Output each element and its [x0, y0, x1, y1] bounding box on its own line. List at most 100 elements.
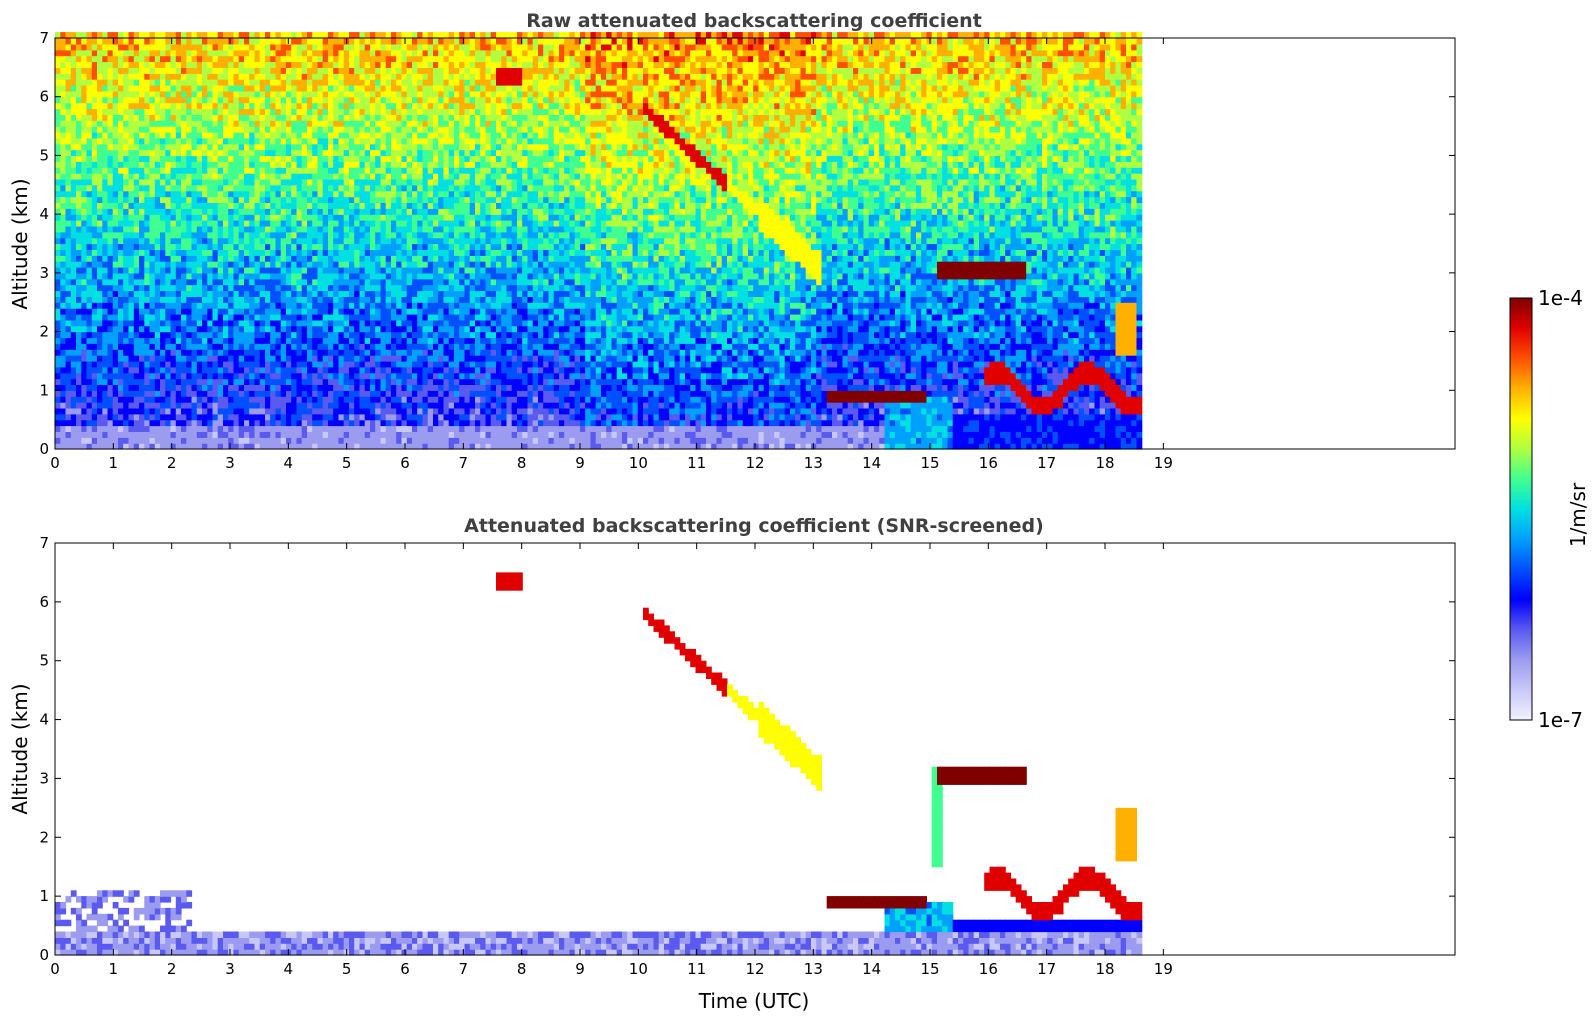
- heatmap-cell: [343, 419, 350, 427]
- heatmap-cell: [165, 243, 172, 250]
- heatmap-cell: [354, 149, 360, 157]
- heatmap-cell: [165, 378, 172, 385]
- heatmap-cell: [422, 413, 429, 421]
- heatmap-cell: [280, 372, 287, 380]
- heatmap-cell: [70, 32, 77, 39]
- heatmap-cell: [401, 272, 408, 280]
- heatmap-cell: [322, 214, 329, 221]
- heatmap-cell: [322, 149, 329, 157]
- heatmap-cell: [118, 38, 124, 45]
- heatmap-cell: [270, 102, 276, 110]
- heatmap-cell: [412, 167, 418, 174]
- heatmap-cell: [301, 308, 308, 315]
- heatmap-cell: [123, 302, 129, 309]
- heatmap-cell: [91, 390, 98, 397]
- heatmap-cell: [181, 225, 187, 233]
- heatmap-cell: [275, 120, 282, 127]
- heatmap-cell: [81, 225, 88, 233]
- heatmap-cell: [55, 396, 61, 403]
- heatmap-cell: [102, 355, 109, 362]
- heatmap-cell: [91, 161, 98, 168]
- heatmap-cell: [406, 90, 413, 98]
- heatmap-cell: [139, 437, 145, 444]
- heatmap-cell: [349, 290, 355, 297]
- heatmap-cell: [380, 390, 387, 397]
- heatmap-cell: [91, 108, 98, 115]
- heatmap-cell: [354, 325, 360, 333]
- heatmap-cell: [112, 407, 119, 415]
- heatmap-cell: [97, 161, 103, 168]
- heatmap-cell: [338, 267, 345, 274]
- heatmap-cell: [165, 366, 172, 374]
- heatmap-cell: [354, 184, 360, 192]
- heatmap-cell: [328, 431, 334, 438]
- heatmap-cell: [86, 278, 93, 286]
- heatmap-cell: [307, 155, 313, 162]
- heatmap-cell: [233, 243, 240, 250]
- heatmap-cell: [97, 67, 103, 74]
- heatmap-cell: [217, 419, 224, 427]
- heatmap-cell: [296, 202, 303, 209]
- heatmap-cell: [259, 96, 266, 104]
- heatmap-cell: [364, 85, 371, 92]
- heatmap-cell: [212, 178, 219, 186]
- heatmap-cell: [233, 372, 240, 380]
- heatmap-cell: [312, 73, 318, 80]
- heatmap-cell: [301, 85, 308, 92]
- heatmap-cell: [165, 314, 172, 321]
- heatmap-cell: [123, 32, 129, 39]
- heatmap-cell: [133, 143, 140, 151]
- heatmap-cell: [97, 131, 103, 139]
- heatmap-cell: [364, 237, 371, 245]
- heatmap-cell: [186, 202, 193, 209]
- heatmap-cell: [322, 67, 329, 74]
- heatmap-cell: [202, 314, 208, 321]
- heatmap-cell: [139, 67, 145, 74]
- heatmap-cell: [181, 173, 187, 180]
- heatmap-cell: [380, 290, 387, 297]
- heatmap-cell: [343, 61, 350, 68]
- heatmap-cell: [97, 443, 103, 450]
- heatmap-cell: [380, 155, 387, 162]
- heatmap-cell: [76, 255, 82, 262]
- heatmap-cell: [412, 220, 418, 227]
- heatmap-cell: [207, 184, 214, 192]
- heatmap-cell: [254, 378, 261, 385]
- heatmap-cell: [212, 225, 219, 233]
- heatmap-cell: [133, 137, 140, 145]
- heatmap-cell: [160, 208, 166, 215]
- heatmap-cell: [55, 137, 61, 145]
- heatmap-cell: [364, 366, 371, 374]
- heatmap-cell: [107, 378, 114, 385]
- heatmap-cell: [160, 173, 166, 180]
- heatmap-cell: [322, 96, 329, 104]
- heatmap-cell: [97, 102, 103, 110]
- heatmap-cell: [123, 407, 129, 415]
- heatmap-cell: [112, 402, 119, 409]
- heatmap-cell: [233, 402, 240, 409]
- heatmap-cell: [175, 243, 182, 250]
- heatmap-cell: [291, 419, 297, 427]
- heatmap-cell: [391, 108, 397, 115]
- heatmap-cell: [270, 255, 276, 262]
- heatmap-cell: [412, 231, 418, 239]
- heatmap-cell: [338, 413, 345, 421]
- heatmap-cell: [364, 155, 371, 162]
- heatmap-cell: [223, 360, 229, 368]
- heatmap-cell: [70, 231, 77, 239]
- heatmap-cell: [91, 296, 98, 303]
- heatmap-cell: [165, 325, 172, 333]
- heatmap-cell: [307, 384, 313, 391]
- heatmap-cell: [181, 208, 187, 215]
- heatmap-cell: [123, 73, 129, 80]
- heatmap-cell: [55, 90, 61, 98]
- heatmap-cell: [401, 431, 408, 438]
- heatmap-cell: [244, 114, 250, 121]
- heatmap-cell: [265, 178, 271, 186]
- heatmap-cell: [238, 114, 245, 121]
- heatmap-cell: [333, 255, 339, 262]
- heatmap-cell: [380, 120, 387, 127]
- heatmap-cell: [128, 378, 135, 385]
- heatmap-cell: [160, 225, 166, 233]
- heatmap-cell: [396, 79, 402, 86]
